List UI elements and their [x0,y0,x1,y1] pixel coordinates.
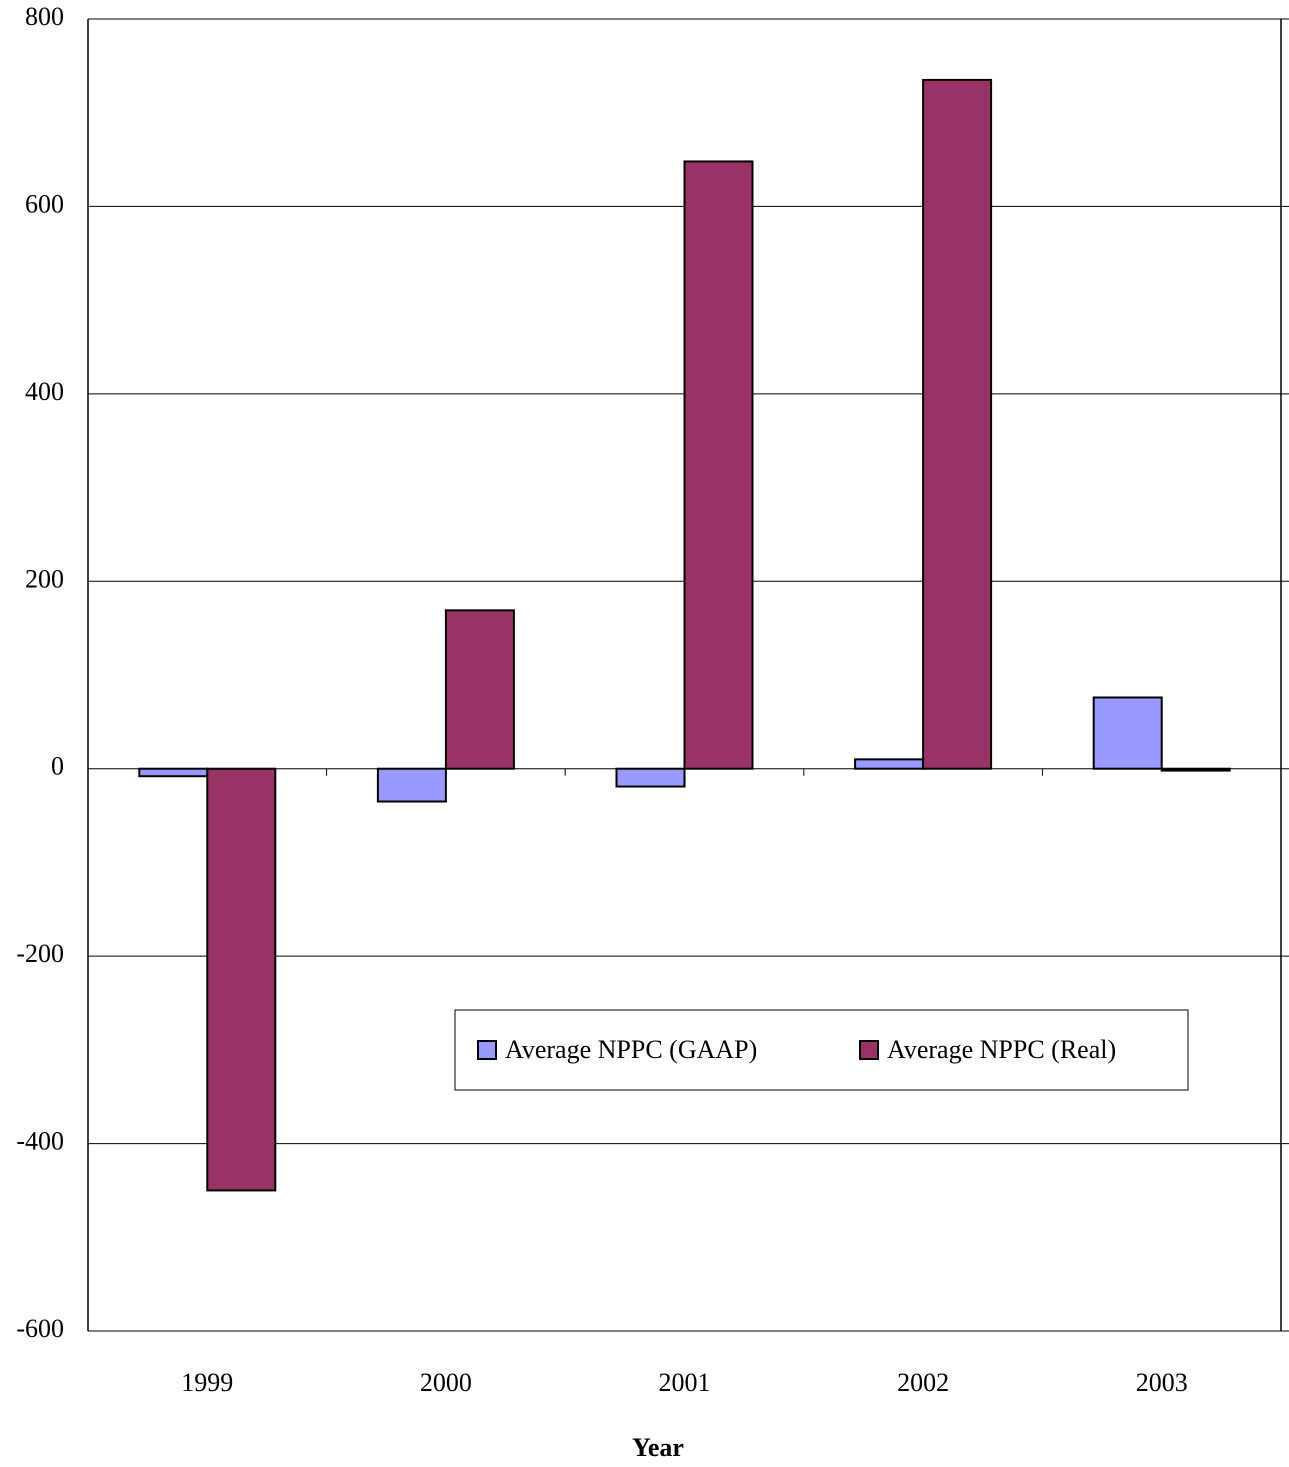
y-tick-label: 0 [51,752,64,781]
y-tick-label: -200 [16,939,64,968]
x-axis-title: Year [632,1433,684,1462]
x-tick-label: 2003 [1136,1368,1188,1397]
bar [854,758,925,770]
y-tick-label: -600 [16,1314,64,1343]
y-tick-label: 600 [25,189,64,218]
x-tick-label: 2000 [420,1368,472,1397]
bar [444,609,515,770]
x-tick-label: 2001 [659,1368,711,1397]
legend-label: Average NPPC (Real) [887,1035,1116,1064]
y-tick-label: -400 [16,1127,64,1156]
bar [1160,767,1231,772]
y-tick-label: 400 [25,377,64,406]
bar [206,767,277,1192]
legend-label: Average NPPC (GAAP) [505,1035,757,1064]
bar [683,160,754,770]
x-tick-label: 2002 [897,1368,949,1397]
bar [376,767,447,803]
bar [1092,696,1163,770]
bar [922,78,993,770]
bar [138,767,209,778]
legend-swatch [859,1040,879,1060]
bar [615,767,686,788]
x-tick-label: 1999 [181,1368,233,1397]
legend-swatch [477,1040,497,1060]
y-tick-label: 800 [25,2,64,31]
legend-box [454,1009,1189,1091]
y-tick-label: 200 [25,564,64,593]
